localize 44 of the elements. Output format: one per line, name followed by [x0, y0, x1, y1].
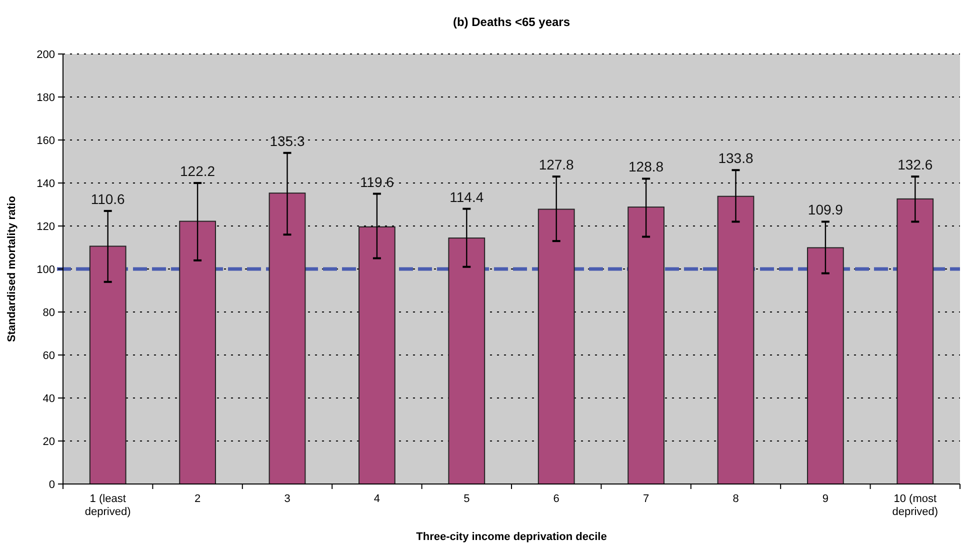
y-tick-label: 140 [36, 178, 55, 190]
x-tick-label: 6 [553, 493, 560, 505]
x-tick-label: 10 (most deprived) [892, 493, 938, 518]
bar [628, 206, 664, 484]
bar [896, 198, 934, 484]
x-tick-label: 1 (least deprived) [84, 493, 131, 518]
data-label: 132.6 [898, 156, 933, 173]
data-label: 109.9 [808, 202, 844, 218]
y-tick-label: 60 [42, 350, 55, 362]
x-tick-label: 4 [374, 493, 380, 505]
x-tick-label: 7 [642, 493, 650, 505]
chart-title: (b) Deaths <65 years [452, 15, 570, 29]
x-tick-label: 5 [464, 493, 470, 505]
bar [268, 192, 306, 484]
y-tick-label: 0 [48, 478, 55, 491]
bar [358, 226, 396, 484]
data-label: 128.8 [628, 158, 664, 175]
data-label: 119.6 [360, 174, 394, 190]
x-tick-label: 2 [194, 493, 201, 505]
data-label: 127.8 [538, 156, 574, 173]
bar [807, 247, 844, 484]
data-label: 122.2 [180, 163, 216, 179]
y-axis-title: Standardised mortality ratio [6, 196, 18, 342]
y-tick-label: 80 [42, 306, 55, 319]
bar [89, 246, 126, 484]
bar [538, 208, 575, 484]
data-label: 135.3 [270, 132, 305, 149]
x-tick-label: 3 [284, 493, 290, 505]
data-label: 110.6 [90, 190, 126, 207]
y-tick-label: 120 [36, 220, 55, 233]
y-tick-label: 100 [36, 264, 55, 276]
y-tick-label: 200 [36, 48, 55, 61]
data-label: 133.8 [718, 150, 754, 166]
bar [717, 196, 754, 484]
x-tick-label: 9 [822, 493, 829, 505]
y-tick-label: 40 [42, 392, 55, 405]
data-label: 114.4 [450, 188, 484, 205]
x-axis-title: Three-city income deprivation decile [416, 531, 607, 543]
x-tick-label: 8 [732, 493, 739, 505]
bar [179, 220, 216, 484]
bar [448, 238, 486, 484]
y-tick-label: 160 [36, 134, 55, 147]
y-tick-label: 180 [36, 92, 55, 104]
y-tick-label: 20 [42, 436, 55, 448]
